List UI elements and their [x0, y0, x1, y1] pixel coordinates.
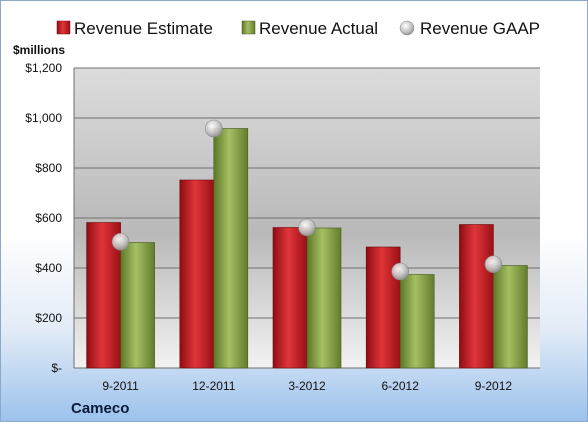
- bar-revenue-actual: [493, 265, 528, 369]
- x-tick-label: 3-2012: [288, 379, 326, 393]
- legend-swatch-revenue-estimate: [56, 20, 71, 35]
- x-tick-label: 6-2012: [382, 379, 420, 393]
- y-tick-label: $800: [35, 161, 62, 175]
- x-tick-label: 9-2012: [475, 379, 513, 393]
- y-tick-label: $1,000: [25, 111, 62, 125]
- bar-revenue-estimate: [459, 224, 494, 369]
- legend-label-revenue-estimate: Revenue Estimate: [74, 19, 213, 38]
- company-name: Cameco: [71, 400, 129, 417]
- legend-item-revenue-actual: Revenue Actual: [241, 19, 378, 38]
- bar-revenue-actual: [213, 128, 249, 369]
- x-tick-label: 9-2011: [102, 379, 139, 393]
- legend-item-revenue-estimate: Revenue Estimate: [56, 19, 213, 38]
- y-tick-label: $1,200: [25, 61, 62, 75]
- y-axis-tick-labels: $- $200 $400 $600 $800 $1,000 $1,200: [25, 61, 62, 375]
- x-tick-label: 12-2011: [192, 379, 235, 393]
- bar-revenue-estimate: [179, 179, 215, 369]
- legend-item-revenue-gaap: Revenue GAAP: [399, 19, 540, 38]
- y-tick-label: $600: [35, 211, 62, 225]
- bar-revenue-actual: [399, 274, 435, 369]
- marker-revenue-gaap: [111, 232, 130, 251]
- bars: [86, 128, 528, 369]
- legend-label-revenue-actual: Revenue Actual: [259, 19, 378, 38]
- y-tick-label: $200: [35, 311, 62, 325]
- y-tick-label: $-: [51, 361, 62, 375]
- legend-swatch-revenue-actual: [241, 20, 256, 35]
- y-tick-label: $400: [35, 261, 62, 275]
- marker-revenue-gaap: [391, 262, 410, 281]
- bar-revenue-actual: [120, 242, 155, 369]
- marker-revenue-gaap: [298, 218, 316, 237]
- x-axis-tick-labels: 9-2011 12-2011 3-2012 6-2012 9-2012: [102, 379, 512, 393]
- legend-label-revenue-gaap: Revenue GAAP: [420, 19, 540, 38]
- marker-revenue-gaap: [484, 255, 503, 274]
- gaap-markers: [111, 119, 503, 281]
- bar-revenue-estimate: [272, 227, 308, 369]
- y-axis-units-label: $millions: [13, 43, 65, 57]
- legend: Revenue Estimate Revenue Actual Revenue …: [56, 19, 540, 38]
- bar-revenue-actual: [306, 227, 342, 369]
- marker-revenue-gaap: [205, 119, 223, 138]
- legend-marker-revenue-gaap: [399, 20, 415, 36]
